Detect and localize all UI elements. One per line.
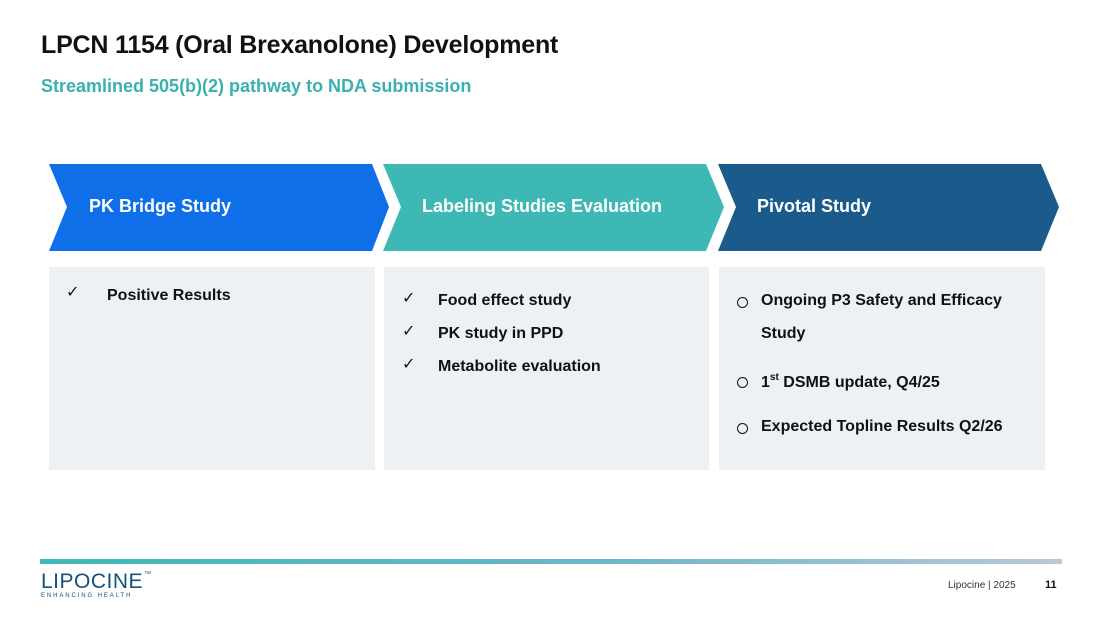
check-icon: ✓	[402, 290, 416, 307]
check-icon: ✓	[66, 284, 80, 301]
slide-subtitle: Streamlined 505(b)(2) pathway to NDA sub…	[41, 76, 472, 96]
footer-gradient-rule	[40, 559, 1062, 564]
list-item: 1st DSMB update, Q4/25	[761, 372, 940, 391]
chevron-label-pivotal-study: Pivotal Study	[757, 196, 872, 216]
panel-pk-bridge: ✓ Positive Results	[49, 267, 375, 470]
list-item: Expected Topline Results Q2/26	[761, 418, 1003, 435]
list-item-continuation: Study	[761, 325, 806, 342]
footer-company-year: Lipocine | 2025	[948, 580, 1016, 591]
chevron-pivotal-study	[718, 164, 1059, 251]
check-icon: ✓	[402, 356, 416, 373]
panel-pivotal-study: Ongoing P3 Safety and Efficacy Study 1st…	[719, 267, 1045, 470]
list-item: Positive Results	[107, 287, 231, 304]
chevron-label-pk-bridge: PK Bridge Study	[89, 196, 232, 216]
panel-labeling-studies: ✓ Food effect study ✓ PK study in PPD ✓ …	[384, 267, 709, 470]
slide-title: LPCN 1154 (Oral Brexanolone) Development	[41, 31, 559, 59]
list-item: Metabolite evaluation	[438, 358, 601, 375]
circle-bullet-icon	[737, 377, 748, 388]
circle-bullet-icon	[737, 297, 748, 308]
company-logo: LIPOCINE™	[41, 570, 152, 593]
chevron-pk-bridge	[49, 164, 389, 251]
check-icon: ✓	[402, 323, 416, 340]
circle-bullet-icon	[737, 423, 748, 434]
list-item: PK study in PPD	[438, 325, 564, 342]
list-item: Food effect study	[438, 292, 572, 309]
list-item: Ongoing P3 Safety and Efficacy	[761, 292, 1002, 309]
page-number: 11	[1045, 579, 1057, 591]
chevron-labeling-studies	[383, 164, 724, 251]
logo-tagline: ENHANCING HEALTH	[41, 593, 133, 599]
chevron-label-labeling-studies: Labeling Studies Evaluation	[422, 196, 663, 216]
